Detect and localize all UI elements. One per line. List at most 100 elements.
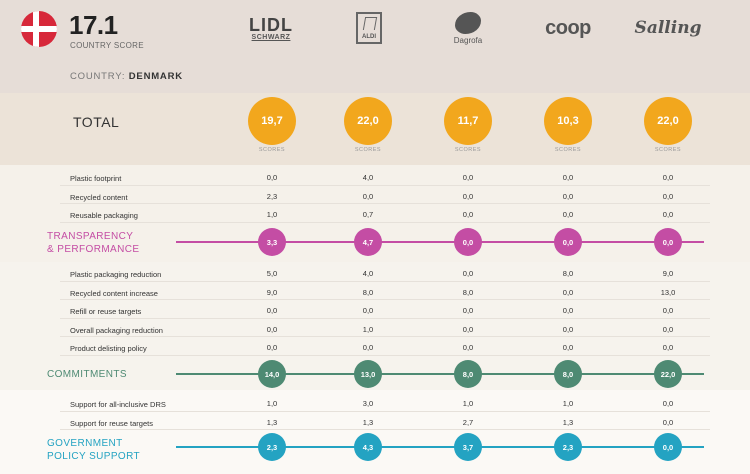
row-value: 0,0 <box>266 324 278 334</box>
row-value: 0,0 <box>662 191 674 201</box>
transparency-score-circle: 0,0 <box>654 228 682 256</box>
row-value: 0,0 <box>662 210 674 219</box>
row-value: 1,3 <box>362 417 374 427</box>
row-value: 0,0 <box>462 173 474 182</box>
page-header: 17.1 COUNTRY SCORE COUNTRY: DENMARK LIDL… <box>0 0 750 93</box>
row-value: 9,0 <box>662 269 674 278</box>
row-value: 3,0 <box>362 399 374 408</box>
dagrofa-logo: Dagrofa <box>446 10 490 46</box>
row-value: 0,0 <box>362 306 374 315</box>
policy-score-circle: 0,0 <box>654 433 682 461</box>
row-value: 8,0 <box>562 269 574 278</box>
table-row: Reusable packaging 1,0 0,7 0,0 0,0 0,0 <box>0 204 750 223</box>
row-value: 0,0 <box>462 306 474 315</box>
row-value: 0,0 <box>266 173 278 182</box>
transparency-score-circle: 0,0 <box>554 228 582 256</box>
scores-label: SCORES <box>354 147 382 153</box>
row-value: 0,0 <box>662 343 674 352</box>
commitments-section-title: COMMITMENTS <box>47 369 127 380</box>
row-label: Recycled content <box>70 192 128 202</box>
row-value: 9,0 <box>266 287 278 297</box>
row-value: 0,7 <box>362 210 374 219</box>
policy-section-title: GOVERNMENT POLICY SUPPORT <box>47 438 141 462</box>
scores-label: SCORES <box>654 147 682 153</box>
table-row: Support for all-inclusive DRS 1,0 3,0 1,0 1,… <box>0 393 750 412</box>
commitments-score-circle: 22,0 <box>654 360 682 388</box>
transparency-score-circle: 4,7 <box>354 228 382 256</box>
coop-logo: coop <box>545 16 591 39</box>
row-value: 0,0 <box>662 306 674 315</box>
row-value: 8,0 <box>362 287 374 297</box>
row-value: 8,0 <box>462 287 474 297</box>
row-value: 1,0 <box>462 399 474 408</box>
country-score: 17.1 <box>69 10 118 40</box>
total-score-circle: 19,7 <box>248 97 296 145</box>
commitments-score-circle: 8,0 <box>454 360 482 388</box>
row-value: 0,0 <box>562 324 574 334</box>
country-score-label: COUNTRY SCORE <box>70 41 144 50</box>
row-value: 0,0 <box>562 210 574 219</box>
row-value: 1,3 <box>266 417 278 427</box>
policy-score-circle: 2,3 <box>554 433 582 461</box>
scores-label: SCORES <box>454 147 482 153</box>
row-value: 0,0 <box>266 343 278 352</box>
row-value: 13,0 <box>660 287 676 297</box>
row-value: 0,0 <box>662 399 674 408</box>
table-row: Plastic packaging reduction 5,0 4,0 0,0 8,0 9… <box>0 263 750 282</box>
table-row: Plastic footprint 0,0 4,0 0,0 0,0 0,0 <box>0 167 750 186</box>
row-value: 0,0 <box>662 417 674 427</box>
row-value: 1,0 <box>562 399 574 408</box>
policy-score-circle: 4,3 <box>354 433 382 461</box>
row-value: 4,0 <box>362 173 374 182</box>
policy-band <box>0 390 750 474</box>
transparency-score-circle: 0,0 <box>454 228 482 256</box>
table-row: Overall packaging reduction 0,0 1,0 0,0 0,0 0… <box>0 319 750 337</box>
row-value: 2,7 <box>462 417 474 427</box>
row-value: 0,0 <box>562 343 574 352</box>
policy-score-circle: 3,7 <box>454 433 482 461</box>
total-score-circle: 11,7 <box>444 97 492 145</box>
row-value: 0,0 <box>562 191 574 201</box>
transparency-score-circle: 3,3 <box>258 228 286 256</box>
row-value: 0,0 <box>462 269 474 278</box>
country-line: COUNTRY: DENMARK <box>70 71 183 82</box>
row-value: 2,3 <box>266 191 278 201</box>
scores-label: SCORES <box>258 147 286 153</box>
row-value: 0,0 <box>662 324 674 334</box>
row-label: Overall packaging reduction <box>70 325 163 335</box>
table-row: Recycled content increase 9,0 8,0 8,0 0,0 13,… <box>0 282 750 300</box>
denmark-flag-icon <box>21 11 57 47</box>
policy-score-circle: 2,3 <box>258 433 286 461</box>
policy-section: GOVERNMENT POLICY SUPPORT 2,3 4,3 3,7 2,3 0,0 <box>0 432 750 462</box>
transparency-section: TRANSPARENCY & PERFORMANCE 3,3 4,7 0,0 0,0 0,0 <box>0 227 750 257</box>
row-value: 1,0 <box>362 324 374 334</box>
total-label: TOTAL <box>73 114 120 130</box>
row-label: Product delisting policy <box>70 344 147 353</box>
row-value: 0,0 <box>362 343 374 352</box>
row-value: 1,0 <box>266 210 278 219</box>
salling-logo: Salling <box>634 18 702 38</box>
row-value: 0,0 <box>662 173 674 182</box>
row-value: 0,0 <box>462 324 474 334</box>
commitments-score-circle: 8,0 <box>554 360 582 388</box>
row-value: 1,3 <box>562 417 574 427</box>
total-score-circle: 22,0 <box>644 97 692 145</box>
table-row: Support for reuse targets 1,3 1,3 2,7 1,3 0,0 <box>0 412 750 430</box>
row-label: Recycled content increase <box>70 288 158 298</box>
row-value: 4,0 <box>362 269 374 278</box>
row-label: Reusable packaging <box>70 211 138 220</box>
row-value: 0,0 <box>462 191 474 201</box>
row-label: Support for all-inclusive DRS <box>70 400 166 409</box>
country-name: DENMARK <box>128 71 183 82</box>
lidl-logo: LIDL SCHWARZ <box>249 14 293 41</box>
total-score-circle: 10,3 <box>544 97 592 145</box>
aldi-logo: ALDI <box>356 12 382 44</box>
row-label: Refill or reuse targets <box>70 307 142 316</box>
row-value: 1,0 <box>266 399 278 408</box>
row-value: 0,0 <box>562 287 574 297</box>
row-label: Plastic footprint <box>70 174 122 183</box>
commitments-score-circle: 13,0 <box>354 360 382 388</box>
row-value: 0,0 <box>362 191 374 201</box>
commitments-section: COMMITMENTS 14,0 13,0 8,0 8,0 22,0 <box>0 359 750 389</box>
row-value: 0,0 <box>562 173 574 182</box>
